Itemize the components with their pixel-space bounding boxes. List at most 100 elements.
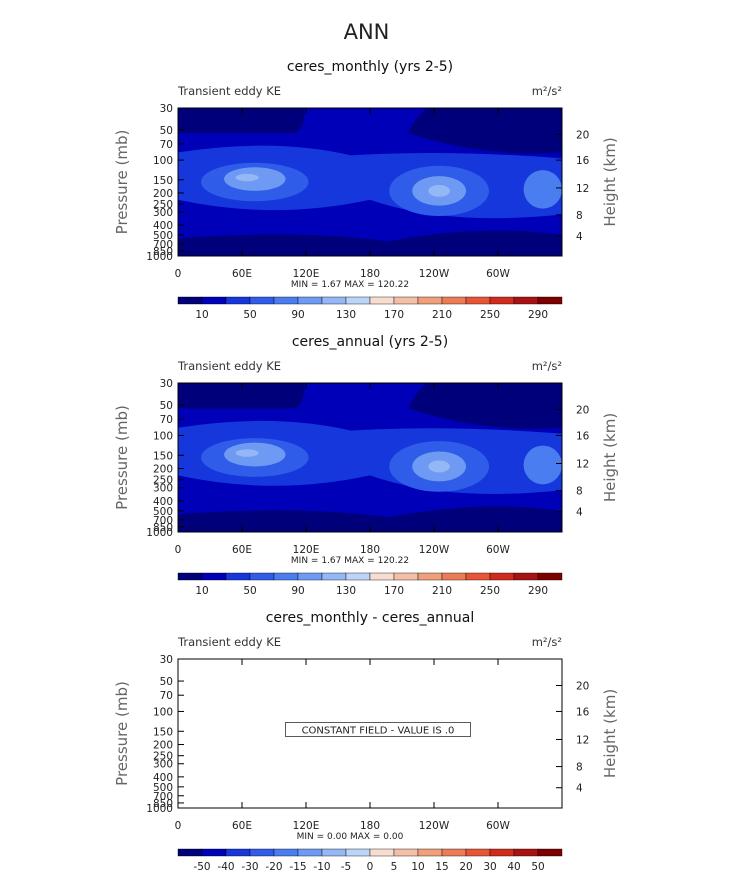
colorbar-swatch — [297, 296, 323, 305]
pressure-tick-label: 150 — [153, 450, 173, 462]
colorbar-swatch — [369, 848, 395, 857]
colorbar-swatch — [225, 848, 251, 857]
height-tick-label: 12 — [576, 183, 589, 195]
pressure-tick-label: 100 — [153, 155, 173, 167]
colorbar-swatch — [297, 572, 323, 581]
lon-tick-label: 180 — [360, 268, 380, 280]
contour-band — [178, 383, 305, 409]
colorbar-swatch — [537, 848, 563, 857]
pressure-tick-label: 500 — [153, 506, 173, 518]
contour-field — [178, 383, 562, 532]
pressure-tick-label: 250 — [153, 475, 173, 487]
height-tick-label: 12 — [576, 734, 589, 746]
pressure-tick-label: 150 — [153, 726, 173, 738]
pressure-tick-label: 70 — [160, 690, 173, 702]
lon-tick-label: 60W — [486, 820, 510, 832]
variable-label: Transient eddy KE — [177, 635, 281, 649]
contour-band — [428, 460, 450, 473]
contour-band — [178, 108, 305, 134]
colorbar-swatch — [225, 296, 251, 305]
colorbar-swatch — [489, 572, 515, 581]
pressure-tick-label: 50 — [160, 400, 173, 412]
colorbar-label: 250 — [480, 309, 500, 321]
pressure-tick-label: 70 — [160, 414, 173, 426]
lon-tick-label: 60E — [232, 820, 252, 832]
colorbar-swatch — [345, 572, 371, 581]
colorbar-swatch — [321, 848, 347, 857]
pressure-tick-label: 150 — [153, 175, 173, 187]
colorbar-label: 90 — [291, 309, 304, 321]
pressure-tick-label: 300 — [153, 207, 173, 219]
pressure-tick-label: 200 — [153, 740, 173, 752]
lon-tick-label: 120E — [293, 268, 320, 280]
lon-tick-label: 180 — [360, 544, 380, 556]
pressure-tick-label: 200 — [153, 188, 173, 200]
variable-label: Transient eddy KE — [177, 359, 281, 373]
colorbar-swatch — [369, 296, 395, 305]
units-label: m²/s² — [532, 359, 562, 373]
colorbar-label: 130 — [336, 585, 356, 597]
height-tick-label: 16 — [576, 430, 590, 442]
constant-field-message: CONSTANT FIELD - VALUE IS .0 — [302, 726, 455, 737]
colorbar-label: 290 — [528, 585, 548, 597]
contour-band — [408, 108, 562, 154]
contour-band — [428, 184, 450, 197]
pressure-tick-label: 100 — [153, 706, 173, 718]
pressure-tick-label: 300 — [153, 483, 173, 495]
height-axis-title: Height (km) — [601, 137, 619, 226]
pressure-tick-label: 50 — [160, 676, 173, 688]
colorbar-swatch — [249, 848, 275, 857]
lon-tick-label: 0 — [175, 820, 182, 832]
height-tick-label: 20 — [576, 681, 589, 693]
pressure-tick-label: 100 — [153, 430, 173, 442]
colorbar-label: -15 — [289, 861, 306, 872]
colorbar-label: 210 — [432, 309, 452, 321]
colorbar-label: 170 — [384, 585, 404, 597]
pressure-tick-label: 400 — [153, 220, 173, 232]
colorbar-label: -20 — [265, 861, 282, 872]
pressure-tick-label: 850 — [153, 798, 173, 810]
min-max-stats: MIN = 0.00 MAX = 0.00 — [297, 832, 404, 842]
height-tick-label: 16 — [576, 155, 590, 167]
contour-band — [235, 449, 259, 457]
colorbar-swatch — [177, 296, 203, 305]
colorbar-label: 15 — [435, 861, 448, 872]
variable-label: Transient eddy KE — [177, 84, 281, 98]
pressure-axis-title: Pressure (mb) — [113, 681, 131, 786]
pressure-tick-label: 1000 — [146, 803, 173, 815]
lon-tick-label: 60E — [232, 544, 252, 556]
colorbar-swatch — [393, 572, 419, 581]
units-label: m²/s² — [532, 635, 562, 649]
pressure-tick-label: 700 — [153, 791, 173, 803]
height-tick-label: 4 — [576, 507, 583, 519]
height-tick-label: 8 — [576, 486, 583, 498]
pressure-tick-label: 500 — [153, 230, 173, 242]
pressure-tick-label: 850 — [153, 522, 173, 534]
lon-tick-label: 180 — [360, 820, 380, 832]
lon-tick-label: 120E — [293, 544, 320, 556]
colorbar-label: 10 — [195, 309, 208, 321]
colorbar-swatch — [441, 296, 467, 305]
pressure-tick-label: 500 — [153, 782, 173, 794]
colorbar-swatch — [345, 848, 371, 857]
lon-tick-label: 120W — [419, 268, 450, 280]
colorbar-label: 5 — [391, 861, 398, 872]
pressure-tick-label: 200 — [153, 464, 173, 476]
colorbar-label: 250 — [480, 585, 500, 597]
colorbar-swatch — [273, 572, 299, 581]
colorbar-swatch — [441, 848, 467, 857]
pressure-tick-label: 250 — [153, 199, 173, 211]
colorbar-label: 50 — [531, 861, 544, 872]
colorbar-swatch — [513, 848, 539, 857]
pressure-tick-label: 400 — [153, 496, 173, 508]
lon-tick-label: 120W — [419, 820, 450, 832]
pressure-tick-label: 70 — [160, 139, 173, 151]
colorbar-label: 20 — [459, 861, 472, 872]
colorbar-swatch — [297, 848, 323, 857]
colorbar-swatch — [489, 848, 515, 857]
pressure-tick-label: 1000 — [146, 251, 173, 263]
lon-tick-label: 0 — [175, 544, 182, 556]
panel-title: ceres_monthly (yrs 2-5) — [287, 59, 453, 75]
lon-tick-label: 60W — [486, 544, 510, 556]
